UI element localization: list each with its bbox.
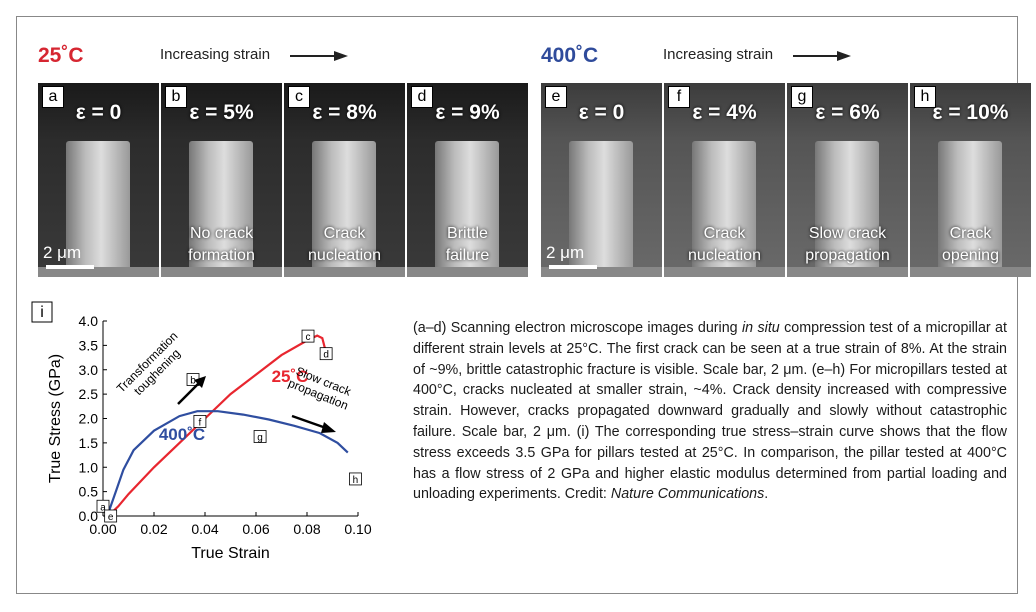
- panel-label: i: [40, 304, 44, 321]
- sem-image: cε = 8%Cracknucleation: [284, 83, 405, 277]
- substrate: [284, 267, 405, 277]
- strain-label: ε = 0: [541, 101, 662, 125]
- y-axis-label: True Stress (GPa): [47, 354, 64, 483]
- x-tick-label: 0.10: [344, 521, 371, 537]
- note-line: propagation: [787, 245, 908, 267]
- strain-label: ε = 8%: [284, 101, 405, 125]
- strain-label: ε = 0: [38, 101, 159, 125]
- caption: (a–d) Scanning electron microscope image…: [413, 318, 1007, 505]
- note-line: formation: [161, 245, 282, 267]
- y-tick-label: 3.0: [79, 362, 99, 378]
- scale-bar: [549, 265, 597, 269]
- y-tick-label: 3.5: [79, 337, 99, 353]
- strain-label: ε = 6%: [787, 101, 908, 125]
- x-tick-label: 0.08: [293, 521, 320, 537]
- point-marker-label: d: [323, 350, 329, 361]
- substrate: [787, 267, 908, 277]
- annotation: Slow crackpropagation: [286, 363, 355, 413]
- point-marker-label: f: [199, 417, 202, 428]
- y-tick-label: 1.5: [79, 435, 99, 451]
- note-line: failure: [407, 245, 528, 267]
- strain-label: ε = 5%: [161, 101, 282, 125]
- substrate: [910, 267, 1031, 277]
- point-marker-label: g: [257, 433, 263, 444]
- x-axis-label: True Strain: [191, 545, 270, 562]
- note-line: No crack: [161, 223, 282, 245]
- temperature-label: 400˚C: [541, 44, 598, 68]
- x-tick-label: 0.02: [140, 521, 167, 537]
- point-marker-label: c: [306, 332, 311, 343]
- annotation: Transformationtoughening: [114, 329, 191, 406]
- strain-label: ε = 9%: [407, 101, 528, 125]
- y-tick-label: 4.0: [79, 313, 99, 329]
- arrow: [290, 48, 350, 64]
- substrate: [664, 267, 785, 277]
- x-tick-label: 0.00: [89, 521, 116, 537]
- caption-text: in situ: [742, 320, 780, 336]
- x-tick-label: 0.04: [191, 521, 218, 537]
- x-tick-label: 0.06: [242, 521, 269, 537]
- arrow: [793, 48, 853, 64]
- note-line: Crack: [284, 223, 405, 245]
- figure: (a–d) Scanning electron microscope image…: [0, 0, 1036, 612]
- series-line: [108, 411, 348, 513]
- note-line: nucleation: [664, 245, 785, 267]
- caption-text: .: [764, 486, 768, 502]
- strain-arrow-label: Increasing strain: [160, 46, 270, 63]
- point-marker-label: h: [353, 475, 359, 486]
- note-line: Slow crack: [787, 223, 908, 245]
- arrow-head: [321, 422, 336, 433]
- caption-text: compression test of a micropillar at dif…: [413, 320, 1007, 502]
- note-line: Crack: [910, 223, 1031, 245]
- strain-arrow-label: Increasing strain: [663, 46, 773, 63]
- note-line: opening: [910, 245, 1031, 267]
- y-tick-label: 2.0: [79, 411, 99, 427]
- y-tick-label: 1.0: [79, 459, 99, 475]
- scale-label: 2 μm: [546, 243, 584, 263]
- caption-text: (a–d) Scanning electron microscope image…: [413, 320, 742, 336]
- substrate: [161, 267, 282, 277]
- scale-bar: [46, 265, 94, 269]
- point-marker-label: e: [108, 512, 114, 523]
- y-tick-label: 0.5: [79, 484, 99, 500]
- y-tick-label: 2.5: [79, 386, 99, 402]
- note-line: nucleation: [284, 245, 405, 267]
- note-line: Brittle: [407, 223, 528, 245]
- substrate: [407, 267, 528, 277]
- panel-note: Crackopening: [910, 223, 1031, 267]
- note-line: Crack: [664, 223, 785, 245]
- scale-label: 2 μm: [43, 243, 81, 263]
- temperature-label: 25˚C: [38, 44, 84, 68]
- strain-label: ε = 4%: [664, 101, 785, 125]
- strain-label: ε = 10%: [910, 101, 1031, 125]
- caption-text: Nature Communications: [611, 486, 764, 502]
